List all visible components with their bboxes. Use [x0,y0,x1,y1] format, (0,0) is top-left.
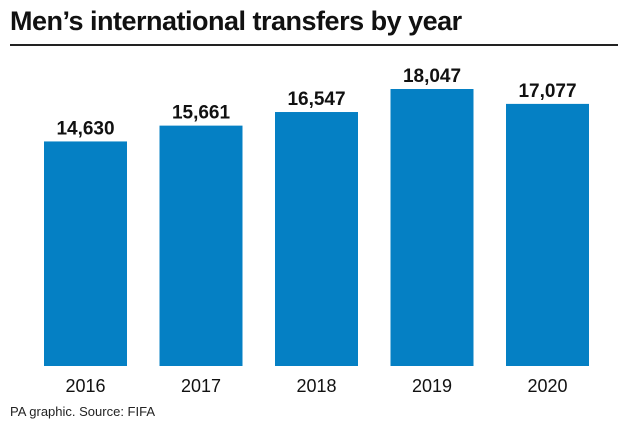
value-label-2020: 17,077 [518,81,576,102]
source-note: PA graphic. Source: FIFA [10,404,155,419]
bar-2020 [506,103,589,367]
bar-2018 [275,112,358,366]
value-label-2017: 15,661 [172,103,231,124]
value-label-2018: 16,547 [287,89,345,110]
bar-chart: 14,630 2016 15,661 2017 16,547 2018 18,047 2019… [44,66,589,396]
x-tick-2017: 2017 [181,376,221,396]
bar-2019 [390,89,474,366]
x-tick-2020: 2020 [527,376,567,396]
bar-2016 [44,141,127,366]
value-label-2016: 14,630 [56,118,114,139]
value-label-2019: 18,047 [403,66,461,87]
bar-2017 [159,125,243,367]
x-tick-2018: 2018 [296,376,336,396]
title-rule [10,44,618,46]
chart-title: Men’s international transfers by year [10,6,462,36]
x-tick-2016: 2016 [65,376,105,396]
x-tick-2019: 2019 [412,376,452,396]
